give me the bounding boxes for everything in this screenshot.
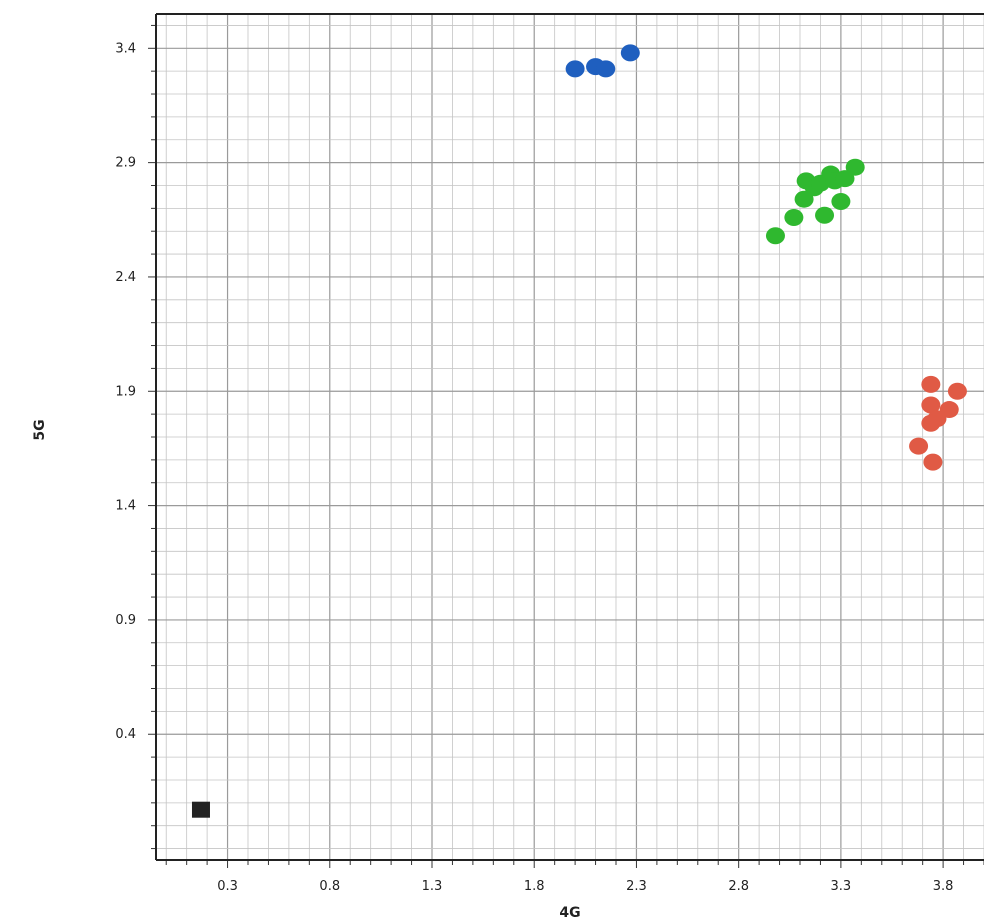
data-point — [565, 60, 585, 78]
data-point — [596, 60, 616, 78]
data-point — [947, 382, 967, 400]
axes — [148, 13, 984, 868]
y-tick-label: 1.4 — [115, 499, 136, 514]
data-point — [921, 375, 941, 393]
data-point — [845, 158, 865, 176]
y-tick-label: 2.4 — [115, 270, 136, 285]
x-tick-label: 0.3 — [217, 879, 238, 894]
x-tick-label: 2.8 — [728, 879, 749, 894]
data-point — [815, 206, 835, 224]
y-tick-label: 2.9 — [115, 156, 136, 171]
data-point — [921, 414, 941, 432]
data-point — [923, 453, 943, 471]
data-point — [921, 396, 941, 414]
x-tick-label: 3.3 — [831, 879, 852, 894]
x-tick-label: 2.3 — [626, 879, 647, 894]
x-tick-label: 0.8 — [319, 879, 340, 894]
grid — [156, 14, 984, 860]
data-point — [831, 192, 851, 210]
data-point — [620, 44, 640, 62]
data-point — [909, 437, 929, 455]
tick-labels: 0.3 0.8 1.3 1.8 2.3 2.8 3.3 3.8 0.4 0.9 1.4 1.9 2.4 2… — [115, 41, 953, 894]
data-point — [835, 170, 855, 188]
data-point — [784, 208, 804, 226]
x-axis-title: 4G — [559, 905, 580, 921]
y-axis-title: 5G — [32, 419, 48, 440]
data-points — [191, 44, 967, 818]
y-tick-label: 3.4 — [115, 41, 136, 56]
data-point — [794, 190, 814, 208]
x-tick-label: 1.3 — [422, 879, 443, 894]
data-point — [765, 227, 785, 245]
y-tick-label: 1.9 — [115, 384, 136, 399]
y-tick-label: 0.4 — [115, 727, 136, 742]
x-tick-label: 1.8 — [524, 879, 545, 894]
x-tick-label: 3.8 — [933, 879, 954, 894]
data-point-square — [191, 801, 210, 818]
y-tick-label: 0.9 — [115, 613, 136, 628]
